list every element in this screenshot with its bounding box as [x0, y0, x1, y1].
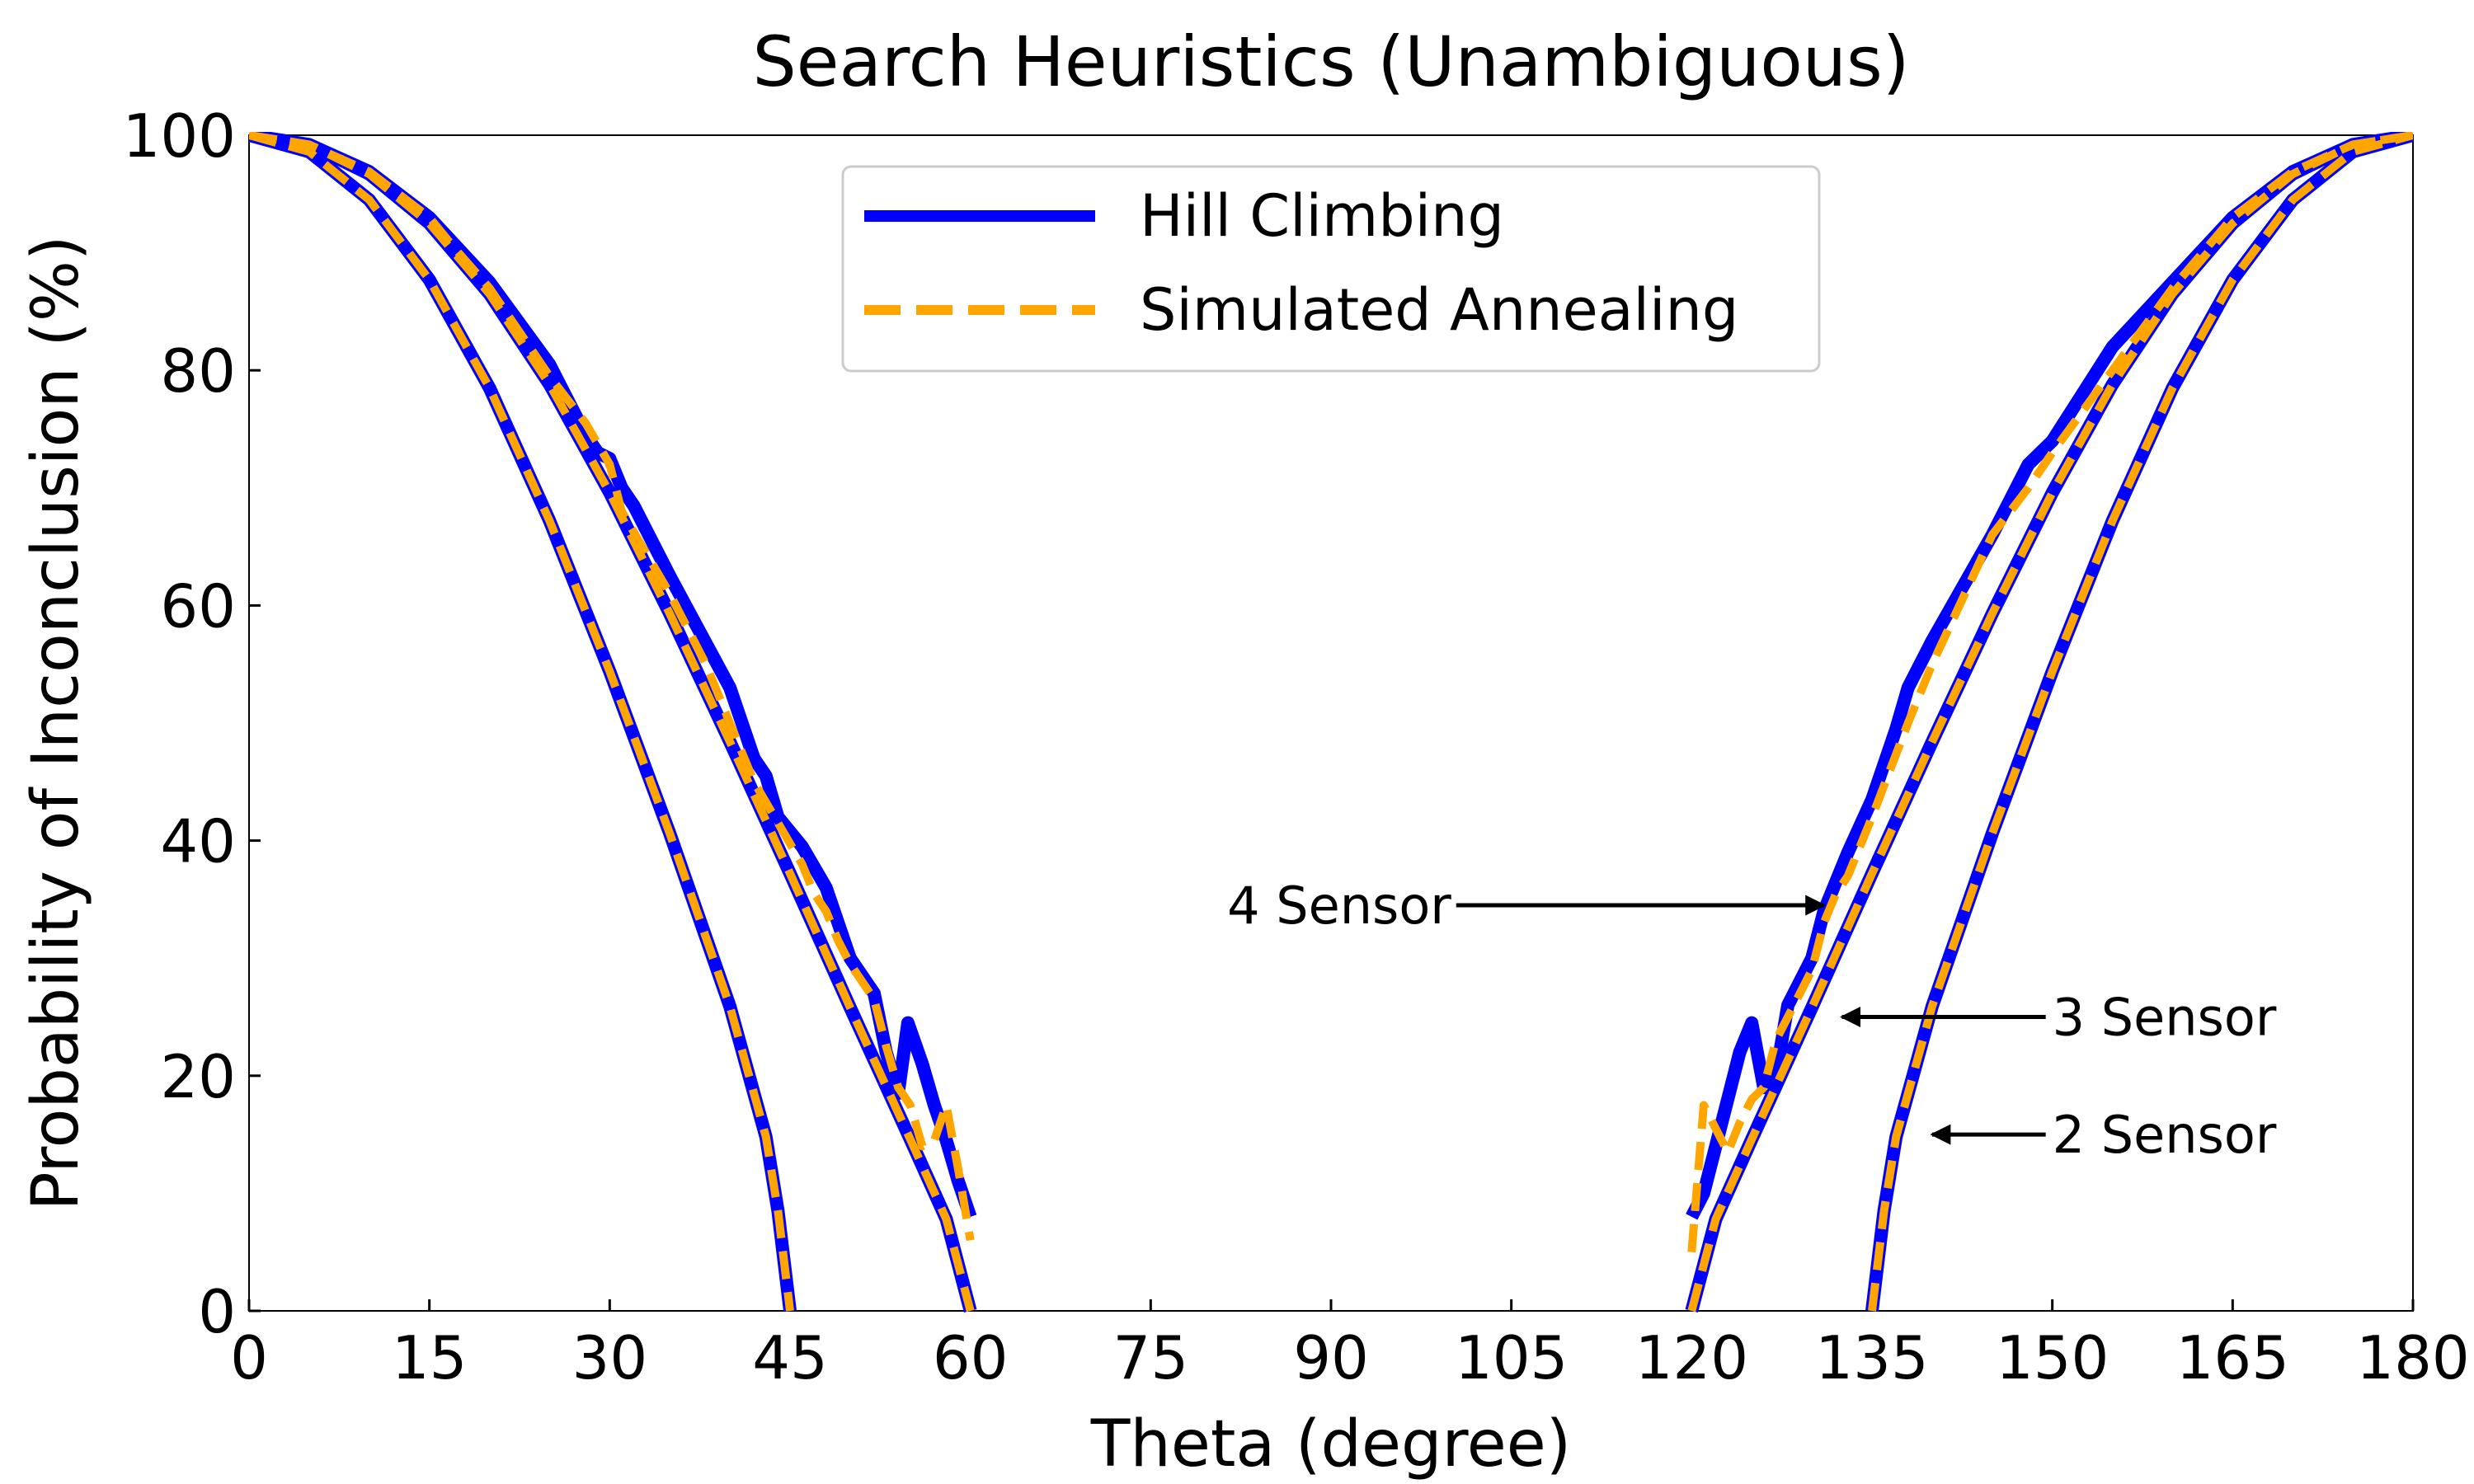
series-line-simulated-annealing-3-sensor [1687, 132, 2413, 1313]
y-tick-label: 20 [160, 1042, 236, 1111]
series-line-hill-climbing-4-sensor [249, 132, 977, 1219]
y-tick-label: 40 [160, 807, 236, 876]
x-tick-label: 15 [392, 1323, 468, 1392]
x-tick-label: 105 [1455, 1323, 1568, 1392]
x-tick-label: 90 [1293, 1323, 1369, 1392]
legend-label-simulated-annealing: Simulated Annealing [1140, 276, 1738, 344]
x-tick-label: 60 [933, 1323, 1009, 1392]
legend-label-hill-climbing: Hill Climbing [1140, 182, 1504, 250]
x-tick-label: 45 [752, 1323, 828, 1392]
series-line-simulated-annealing-2-sensor [1868, 132, 2413, 1312]
y-tick-label: 100 [123, 101, 236, 171]
chart-title: Search Heuristics (Unambiguous) [752, 21, 1909, 102]
series-line-simulated-annealing-2-sensor [249, 132, 794, 1312]
x-tick-label: 180 [2356, 1323, 2469, 1392]
annotation-label-3-sensor: 3 Sensor [2053, 988, 2277, 1048]
x-tick-label: 165 [2176, 1323, 2289, 1392]
y-tick-label: 60 [160, 571, 236, 641]
legend: Hill Climbing Simulated Annealing [841, 165, 1821, 373]
x-tick-label: 120 [1635, 1323, 1748, 1392]
x-tick-label: 30 [572, 1323, 648, 1392]
x-tick-label: 135 [1815, 1323, 1928, 1392]
x-tick-label: 75 [1113, 1323, 1189, 1392]
y-axis-label: Probability of Inconclusion (%) [19, 236, 93, 1211]
ticks-layer: 0 15 30 45 60 75 90 105 120 135 150 165 180 0 20 40 60 80… [123, 101, 2470, 1392]
lines-layer [249, 132, 2413, 1313]
x-tick-label: 150 [1996, 1323, 2109, 1392]
y-tick-label: 0 [198, 1277, 236, 1346]
series-line-hill-climbing-2-sensor [249, 132, 797, 1312]
annotation-label-2-sensor: 2 Sensor [2053, 1105, 2277, 1165]
x-tick-label: 0 [230, 1323, 268, 1392]
annotations-layer: 4 Sensor 3 Sensor 2 Sensor [1227, 876, 2277, 1165]
x-axis-label: Theta (degree) [1090, 1407, 1571, 1482]
y-tick-label: 80 [160, 336, 236, 406]
series-line-hill-climbing-4-sensor [1686, 132, 2413, 1220]
annotation-label-4-sensor: 4 Sensor [1227, 876, 1451, 936]
